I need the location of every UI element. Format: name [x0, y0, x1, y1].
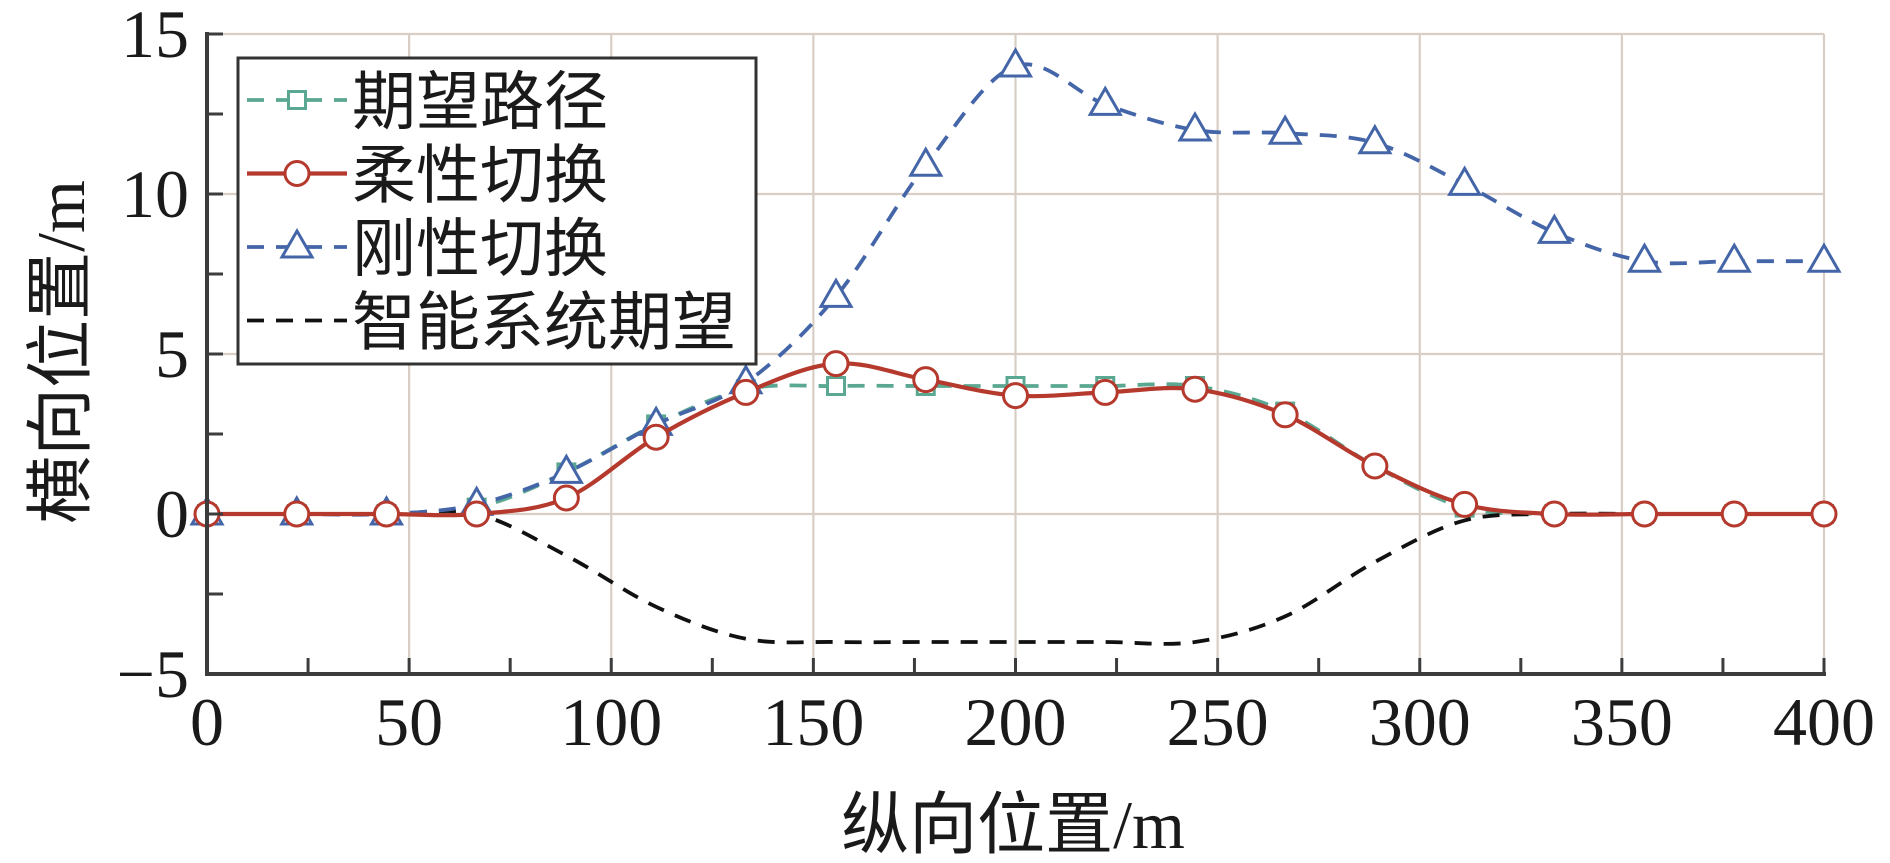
series-2-marker	[548, 453, 584, 484]
series-1-marker	[1451, 490, 1479, 518]
x-tick-label: 50	[375, 684, 443, 760]
x-tick-label: 150	[762, 684, 864, 760]
series-2-marker	[1357, 123, 1393, 155]
x-tick-label: 250	[1167, 684, 1269, 760]
series-1-marker	[1540, 500, 1568, 528]
legend-item: 刚性切换	[247, 214, 608, 285]
series-1-marker	[1810, 500, 1838, 528]
plot-series	[189, 46, 1842, 646]
y-axis-title: 横向位置/m	[23, 180, 99, 524]
series-1-marker	[642, 423, 670, 451]
legend-item: 智能系统期望	[247, 288, 736, 359]
x-tick-label: 400	[1773, 684, 1875, 760]
series-1-marker	[1631, 500, 1659, 528]
legend-box	[236, 56, 758, 366]
y-tick-label: 0	[155, 476, 189, 552]
series-2-marker	[1626, 242, 1663, 273]
series-1-marker	[552, 484, 580, 512]
series-2-marker	[1177, 110, 1213, 142]
legend-label: 柔性切换	[352, 141, 608, 212]
series-1-marker	[732, 378, 760, 406]
series-2-marker	[1267, 114, 1303, 145]
x-tick-label: 0	[190, 684, 224, 760]
legend-marker	[279, 227, 315, 259]
x-tick-label: 300	[1369, 684, 1471, 760]
legend-label: 刚性切换	[352, 214, 608, 285]
series-1-marker	[1181, 375, 1209, 403]
x-tick-label: 200	[965, 684, 1067, 760]
series-1	[193, 350, 1838, 528]
y-tick-label: −5	[117, 636, 189, 712]
series-2-marker	[1447, 165, 1483, 196]
y-tick-label: 5	[155, 316, 189, 392]
y-tick-label: 15	[121, 0, 189, 72]
legend-item: 期望路径	[247, 67, 608, 138]
x-tick-label: 100	[560, 684, 662, 760]
series-1-marker	[1002, 382, 1029, 410]
series-1-marker	[1720, 500, 1748, 528]
series-1-marker	[463, 500, 491, 528]
x-tick-label: 350	[1571, 684, 1673, 760]
series-1-marker	[1271, 401, 1299, 429]
series-0-marker	[826, 376, 847, 396]
series-1-marker	[372, 500, 400, 528]
series-1-marker	[1091, 378, 1119, 406]
legend-marker	[287, 90, 307, 110]
legend-label: 智能系统期望	[352, 288, 736, 359]
series-1-marker	[912, 366, 940, 394]
legend-item: 柔性切换	[247, 141, 608, 212]
series-2-marker	[1716, 242, 1752, 273]
series-2-marker	[908, 146, 944, 177]
series-2-marker	[997, 46, 1034, 78]
series-2-marker	[1806, 242, 1842, 273]
series-1-marker	[283, 500, 311, 528]
series-2-marker	[1536, 213, 1572, 244]
x-axis-title: 纵向位置/m	[841, 787, 1185, 863]
axes	[205, 32, 1826, 676]
legend-label: 期望路径	[352, 67, 608, 138]
series-1-marker	[1361, 452, 1389, 480]
legend-marker	[283, 160, 311, 187]
series-2-marker	[818, 277, 854, 308]
series-1-marker	[822, 350, 850, 378]
y-tick-label: 10	[121, 156, 189, 232]
series-2-marker	[1087, 85, 1123, 116]
